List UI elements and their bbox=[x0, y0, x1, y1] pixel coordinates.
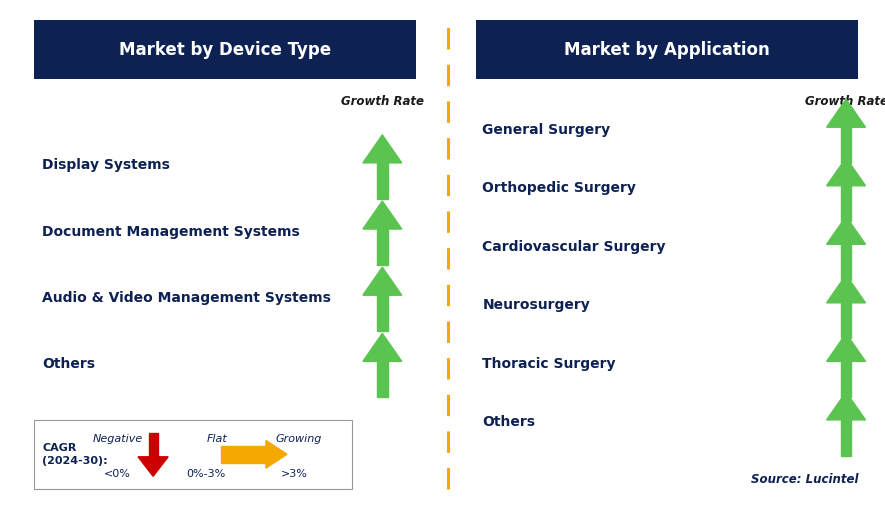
Text: <0%: <0% bbox=[104, 468, 131, 478]
Text: Market by Device Type: Market by Device Type bbox=[119, 41, 331, 59]
Polygon shape bbox=[841, 361, 851, 397]
Text: Audio & Video Management Systems: Audio & Video Management Systems bbox=[42, 291, 331, 305]
Polygon shape bbox=[377, 163, 388, 199]
Text: Thoracic Surgery: Thoracic Surgery bbox=[482, 357, 616, 371]
Text: Others: Others bbox=[42, 357, 96, 371]
Text: 0%-3%: 0%-3% bbox=[187, 468, 226, 478]
Polygon shape bbox=[827, 216, 866, 244]
Text: Others: Others bbox=[482, 415, 535, 430]
Text: >3%: >3% bbox=[281, 468, 308, 478]
FancyBboxPatch shape bbox=[34, 420, 352, 489]
FancyBboxPatch shape bbox=[34, 20, 416, 79]
Polygon shape bbox=[363, 333, 402, 361]
Text: Neurosurgery: Neurosurgery bbox=[482, 298, 590, 313]
Polygon shape bbox=[363, 135, 402, 163]
Polygon shape bbox=[322, 429, 351, 449]
Polygon shape bbox=[149, 433, 158, 457]
Polygon shape bbox=[841, 186, 851, 221]
Polygon shape bbox=[841, 244, 851, 280]
Polygon shape bbox=[266, 440, 287, 468]
Polygon shape bbox=[841, 303, 851, 338]
Polygon shape bbox=[333, 449, 341, 476]
Polygon shape bbox=[377, 361, 388, 397]
Text: Document Management Systems: Document Management Systems bbox=[42, 224, 300, 239]
Polygon shape bbox=[841, 420, 851, 456]
Text: Growth Rate: Growth Rate bbox=[804, 95, 885, 108]
Text: Growth Rate: Growth Rate bbox=[341, 95, 424, 108]
Polygon shape bbox=[377, 295, 388, 331]
Polygon shape bbox=[363, 201, 402, 229]
Text: Market by Application: Market by Application bbox=[565, 41, 770, 59]
Text: Orthopedic Surgery: Orthopedic Surgery bbox=[482, 181, 636, 195]
Polygon shape bbox=[827, 275, 866, 303]
Polygon shape bbox=[827, 392, 866, 420]
Text: Flat: Flat bbox=[206, 434, 227, 444]
Polygon shape bbox=[221, 446, 266, 463]
Polygon shape bbox=[841, 127, 851, 163]
Text: CAGR
(2024-30):: CAGR (2024-30): bbox=[42, 443, 108, 466]
Text: Source: Lucintel: Source: Lucintel bbox=[751, 473, 858, 486]
Text: Growing: Growing bbox=[276, 434, 322, 444]
Polygon shape bbox=[138, 457, 168, 476]
Polygon shape bbox=[363, 267, 402, 295]
Text: Display Systems: Display Systems bbox=[42, 158, 170, 173]
Text: Negative: Negative bbox=[93, 434, 142, 444]
Polygon shape bbox=[827, 99, 866, 127]
Text: General Surgery: General Surgery bbox=[482, 123, 611, 137]
FancyBboxPatch shape bbox=[476, 20, 858, 79]
Polygon shape bbox=[377, 229, 388, 265]
Text: Cardiovascular Surgery: Cardiovascular Surgery bbox=[482, 240, 666, 254]
Polygon shape bbox=[827, 333, 866, 361]
Polygon shape bbox=[827, 158, 866, 186]
